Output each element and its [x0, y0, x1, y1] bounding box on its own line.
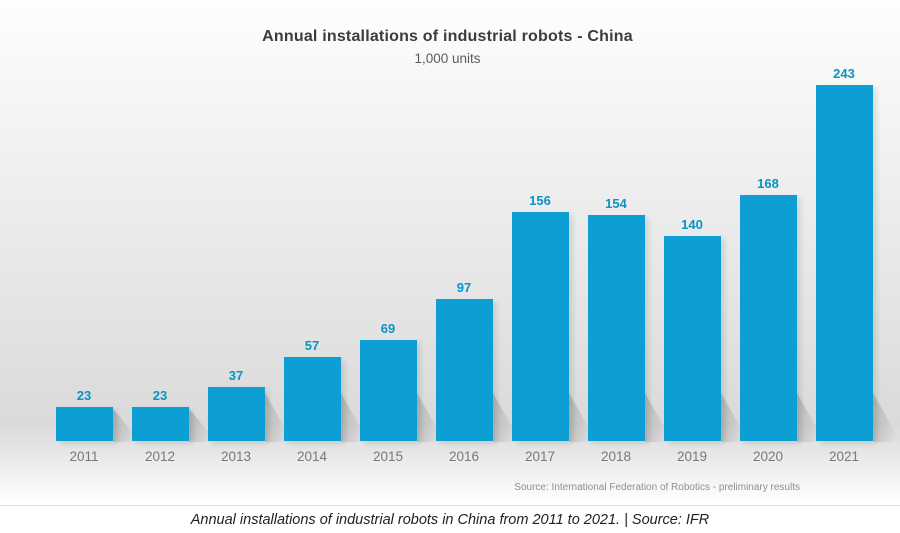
- bar-group-2016: 97 2016: [435, 280, 521, 464]
- x-axis-label: 2014: [296, 449, 328, 464]
- figure-caption: Annual installations of industrial robot…: [190, 511, 710, 528]
- chart-title: Annual installations of industrial robot…: [262, 28, 633, 45]
- bar-group-2018: 154 2018: [587, 196, 673, 464]
- bar-value-label: 37: [228, 368, 244, 383]
- bar-2019: [663, 236, 721, 441]
- bar-group-2011: 23 2011: [55, 388, 141, 464]
- bar-2018: [587, 215, 645, 441]
- bar-value-label: 154: [605, 196, 627, 211]
- x-axis-label: 2020: [752, 449, 784, 464]
- bar-2017: [511, 212, 569, 441]
- bar-group-2015: 69 2015: [359, 321, 445, 464]
- x-axis-label: 2013: [220, 449, 252, 464]
- x-axis-label: 2017: [524, 449, 556, 464]
- x-axis-label: 2016: [448, 449, 480, 464]
- caption-bar: Annual installations of industrial robot…: [0, 505, 900, 533]
- bar-value-label: 23: [76, 388, 92, 403]
- bar-2012: [131, 407, 189, 441]
- bar-2011: [55, 407, 113, 441]
- bar-group-2017: 156 2017: [511, 193, 597, 464]
- bar-value-label: 140: [681, 217, 703, 232]
- chart-subtitle: 1,000 units: [414, 51, 481, 66]
- x-axis-label: 2019: [676, 449, 708, 464]
- x-axis-label: 2021: [828, 449, 860, 464]
- x-axis-label: 2018: [600, 449, 632, 464]
- bar-group-2014: 57 2014: [283, 338, 369, 464]
- bar-value-label: 168: [757, 176, 779, 191]
- bar-group-2013: 37 2013: [207, 368, 293, 464]
- bar-value-label: 156: [529, 193, 551, 208]
- bar-value-label: 243: [833, 66, 855, 81]
- bar-group-2012: 23 2012: [131, 388, 217, 464]
- bar-2016: [435, 299, 493, 441]
- bar-2013: [207, 387, 265, 441]
- bar-value-label: 23: [152, 388, 168, 403]
- bar-2021: [815, 85, 873, 441]
- chart-figure: Annual installations of industrial robot…: [0, 0, 900, 505]
- plot-area: 23 2011 23 2012 37 2013 57 2014 69 2015 97 2016 156 2…: [55, 66, 900, 464]
- bar-2020: [739, 195, 797, 441]
- bar-2014: [283, 357, 341, 441]
- bar-shadow: [872, 392, 900, 442]
- bar-group-2020: 168 2020: [739, 176, 825, 464]
- bar-value-label: 57: [304, 338, 320, 353]
- source-note: Source: International Federation of Robo…: [514, 482, 800, 493]
- bar-group-2019: 140 2019: [663, 217, 749, 464]
- bar-group-2021: 243 2021: [815, 66, 900, 464]
- x-axis-label: 2011: [69, 449, 99, 464]
- x-axis-label: 2012: [144, 449, 176, 464]
- bar-2015: [359, 340, 417, 441]
- x-axis-label: 2015: [372, 449, 404, 464]
- bar-value-label: 69: [380, 321, 396, 336]
- bar-value-label: 97: [456, 280, 472, 295]
